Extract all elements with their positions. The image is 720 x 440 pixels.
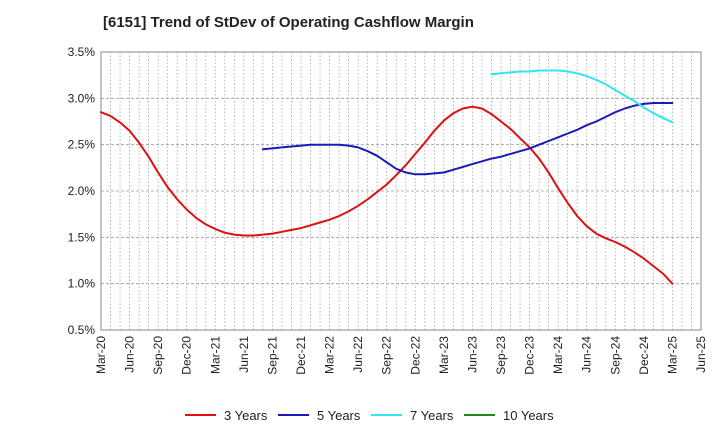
legend-label: 5 Years	[317, 408, 361, 423]
x-tick-label: Dec-22	[408, 336, 422, 375]
x-tick-label: Jun-24	[580, 336, 594, 373]
x-tick-label: Dec-23	[523, 336, 537, 375]
legend-label: 3 Years	[224, 408, 268, 423]
x-tick-label: Sep-22	[380, 336, 394, 375]
x-tick-label: Jun-21	[237, 336, 251, 373]
y-tick-label: 0.5%	[68, 323, 96, 337]
x-tick-label: Mar-21	[208, 336, 222, 374]
series-line	[261, 102, 674, 176]
x-tick-label: Mar-24	[551, 336, 565, 374]
y-tick-label: 2.5%	[68, 138, 96, 152]
x-tick-label: Jun-20	[123, 336, 137, 373]
series-line	[100, 105, 674, 285]
x-tick-label: Jun-23	[465, 336, 479, 373]
x-tick-label: Dec-20	[180, 336, 194, 375]
y-tick-label: 3.0%	[68, 91, 96, 105]
x-tick-label: Sep-24	[608, 336, 622, 375]
x-tick-label: Dec-24	[637, 336, 651, 375]
x-tick-label: Jun-22	[351, 336, 365, 373]
x-tick-label: Mar-25	[665, 336, 679, 374]
x-tick-label: Sep-20	[151, 336, 165, 375]
x-tick-label: Mar-22	[323, 336, 337, 374]
plot-frame	[100, 51, 702, 331]
y-tick-label: 3.5%	[68, 45, 96, 59]
x-tick-label: Sep-21	[265, 336, 279, 375]
legend-label: 7 Years	[410, 408, 454, 423]
legend-label: 10 Years	[503, 408, 554, 423]
x-tick-label: Mar-23	[437, 336, 451, 374]
chart-title: [6151] Trend of StDev of Operating Cashf…	[103, 14, 474, 31]
y-tick-label: 2.0%	[68, 184, 96, 198]
y-tick-label: 1.5%	[68, 230, 96, 244]
x-tick-label: Mar-20	[94, 336, 108, 374]
x-tick-label: Jun-25	[694, 336, 708, 373]
series-line	[490, 69, 674, 124]
x-tick-label: Dec-21	[294, 336, 308, 375]
y-tick-label: 1.0%	[68, 277, 96, 291]
x-tick-label: Sep-23	[494, 336, 508, 375]
